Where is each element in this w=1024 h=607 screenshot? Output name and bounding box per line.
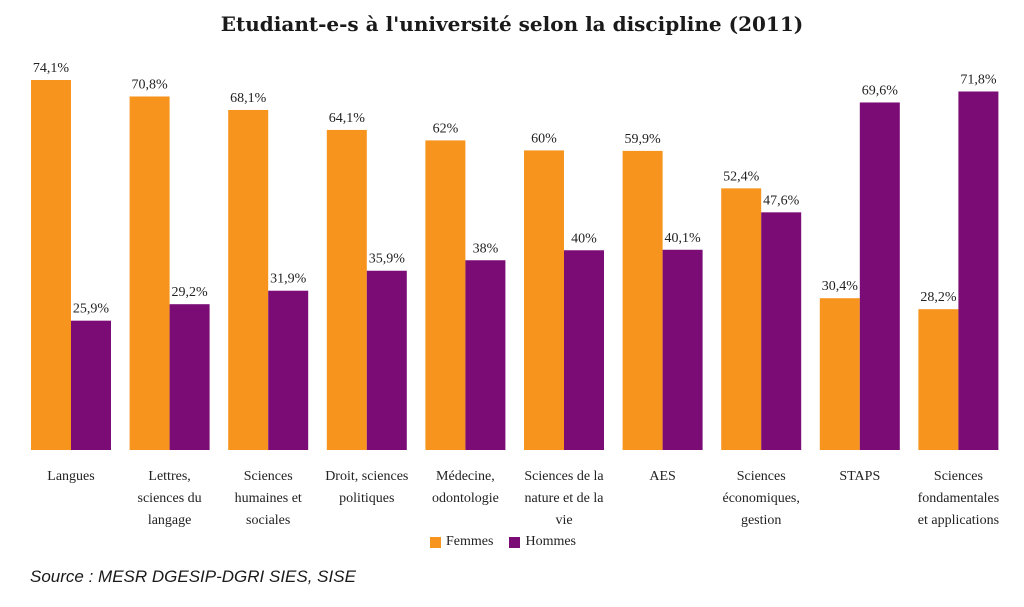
x-tick-label-9-line-2: et applications [918, 513, 999, 528]
x-tick-label-2-line-0: Sciences [244, 469, 293, 484]
data-label-femmes-7: 52,4% [723, 169, 760, 184]
data-label-femmes-5: 60% [531, 131, 557, 146]
legend-label-femmes: Femmes [446, 534, 494, 549]
bar-hommes-3 [366, 270, 407, 450]
data-label-femmes-2: 68,1% [230, 91, 267, 106]
x-tick-label-5-line-2: vie [555, 513, 572, 528]
bar-femmes-9 [918, 309, 959, 450]
bar-femmes-6 [622, 150, 663, 451]
legend-swatch-hommes [509, 536, 521, 548]
x-tick-label-7-line-1: économiques, [723, 491, 800, 506]
data-label-hommes-2: 31,9% [270, 272, 307, 287]
x-tick-label-5-line-0: Sciences de la [524, 469, 604, 484]
data-label-hommes-4: 38% [473, 241, 499, 256]
data-label-femmes-9: 28,2% [920, 290, 957, 305]
legend-label-hommes: Hommes [525, 534, 577, 549]
legend-item-hommes: Hommes [509, 534, 576, 550]
x-tick-label-4-line-0: Médecine, [436, 469, 495, 484]
x-tick-label-2-line-2: sociales [246, 513, 290, 528]
x-tick-label-3-line-0: Droit, sciences [325, 469, 408, 484]
data-label-hommes-9: 71,8% [960, 72, 997, 87]
x-tick-label-1-line-0: Lettres, [148, 469, 190, 484]
legend-item-femmes: Femmes [430, 534, 493, 550]
bar-femmes-0 [31, 80, 71, 450]
x-tick-label-1-line-2: langage [148, 513, 192, 528]
x-tick-label-9-line-1: fondamentales [918, 491, 1000, 506]
bar-hommes-4 [465, 260, 506, 450]
data-label-hommes-7: 47,6% [763, 193, 800, 208]
data-label-femmes-6: 59,9% [625, 132, 662, 147]
bar-hommes-0 [71, 320, 111, 450]
x-tick-label-6-line-0: AES [649, 469, 675, 484]
data-label-femmes-8: 30,4% [822, 279, 859, 294]
data-label-hommes-5: 40% [571, 231, 597, 246]
x-tick-label-7-line-0: Sciences [737, 469, 786, 484]
data-label-hommes-1: 29,2% [172, 285, 209, 300]
bar-femmes-5 [524, 150, 564, 451]
x-tick-label-8-line-0: STAPS [839, 469, 880, 484]
x-tick-label-7-line-2: gestion [741, 513, 781, 528]
data-label-hommes-0: 25,9% [73, 302, 110, 317]
bar-femmes-7 [721, 188, 762, 450]
bar-hommes-6 [662, 249, 703, 450]
x-tick-label-4-line-1: odontologie [432, 491, 499, 506]
x-tick-label-1-line-1: sciences du [138, 491, 202, 506]
bar-hommes-2 [268, 290, 309, 450]
x-tick-label-3-line-1: politiques [339, 491, 394, 506]
x-tick-label-0-line-0: Langues [47, 469, 94, 484]
bar-hommes-5 [564, 250, 604, 450]
data-label-hommes-3: 35,9% [369, 252, 406, 267]
data-label-hommes-6: 40,1% [665, 231, 702, 246]
bar-femmes-4 [425, 140, 466, 451]
x-tick-label-2-line-1: humaines et [235, 491, 302, 506]
bar-hommes-9 [958, 91, 999, 450]
data-label-femmes-1: 70,8% [132, 77, 169, 92]
source-note: Source : MESR DGESIP-DGRI SIES, SISE [30, 567, 356, 586]
bar-femmes-1 [129, 96, 170, 451]
data-label-hommes-8: 69,6% [862, 83, 899, 98]
bar-femmes-8 [819, 298, 860, 450]
bar-hommes-8 [859, 102, 900, 450]
legend: Femmes Hommes [430, 534, 576, 550]
chart-title: Etudiant-e-s à l'université selon la dis… [220, 12, 804, 36]
bar-femmes-3 [326, 129, 367, 450]
data-label-femmes-0: 74,1% [33, 61, 70, 76]
data-label-femmes-3: 64,1% [329, 111, 366, 126]
bar-hommes-1 [169, 304, 210, 450]
data-label-femmes-4: 62% [433, 121, 459, 136]
x-tick-label-5-line-1: nature et de la [525, 491, 605, 506]
bar-hommes-7 [761, 212, 802, 450]
bar-femmes-2 [228, 109, 269, 451]
x-tick-label-9-line-0: Sciences [934, 469, 983, 484]
legend-swatch-femmes [430, 536, 441, 548]
